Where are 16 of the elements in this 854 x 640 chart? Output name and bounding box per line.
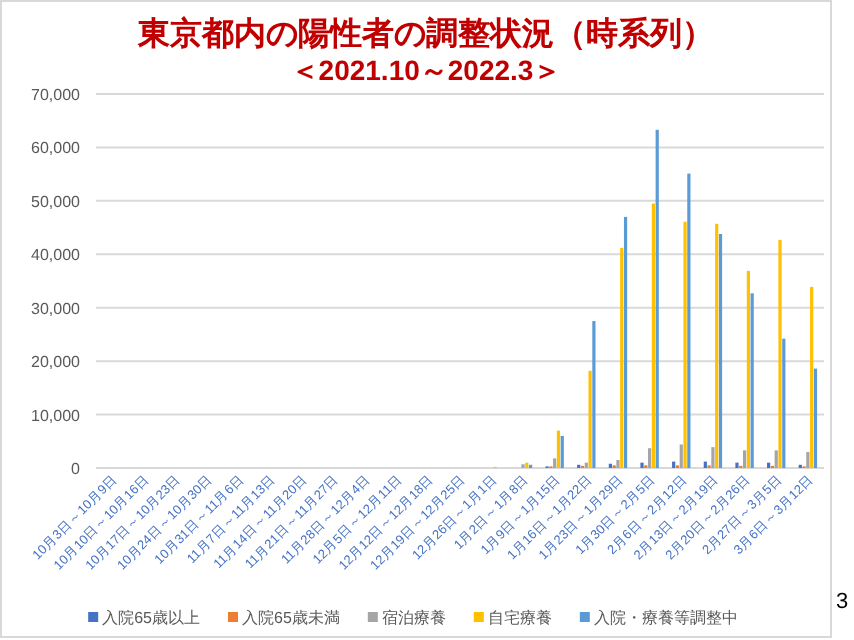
text: 3 bbox=[835, 590, 849, 614]
legend-label: 入院65歳未満 bbox=[242, 609, 340, 627]
chart-title: 東京都内の陽性者の調整状況（時系列） bbox=[136, 16, 714, 52]
y-tick-label: 60,000 bbox=[31, 139, 82, 158]
legend-label: 自宅療養 bbox=[487, 609, 552, 627]
y-tick-label: 10,000 bbox=[31, 406, 82, 425]
y-tick-label: 30,000 bbox=[31, 299, 82, 318]
legend-label: 入院・療養等調整中 bbox=[593, 609, 738, 627]
y-tick-label: 70,000 bbox=[31, 86, 82, 104]
y-tick-label: 0 bbox=[71, 460, 82, 478]
legend-label: 宿泊療養 bbox=[381, 609, 446, 627]
y-tick-label: 40,000 bbox=[31, 246, 82, 265]
chart-subtitle: ＜2021.10～2022.3＞ bbox=[290, 54, 562, 86]
y-tick-label: 20,000 bbox=[31, 353, 82, 372]
legend-label: 入院65歳以上 bbox=[102, 609, 200, 627]
y-tick-label: 50,000 bbox=[31, 192, 82, 211]
